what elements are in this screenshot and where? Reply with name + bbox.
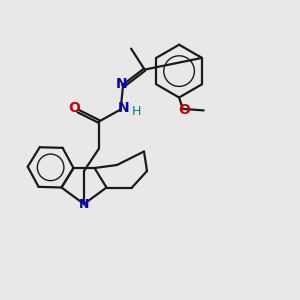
Text: H: H <box>131 105 141 119</box>
Text: N: N <box>116 77 127 91</box>
Text: N: N <box>118 101 129 115</box>
Text: N: N <box>79 197 89 211</box>
Text: O: O <box>178 103 190 117</box>
Text: O: O <box>68 101 80 115</box>
